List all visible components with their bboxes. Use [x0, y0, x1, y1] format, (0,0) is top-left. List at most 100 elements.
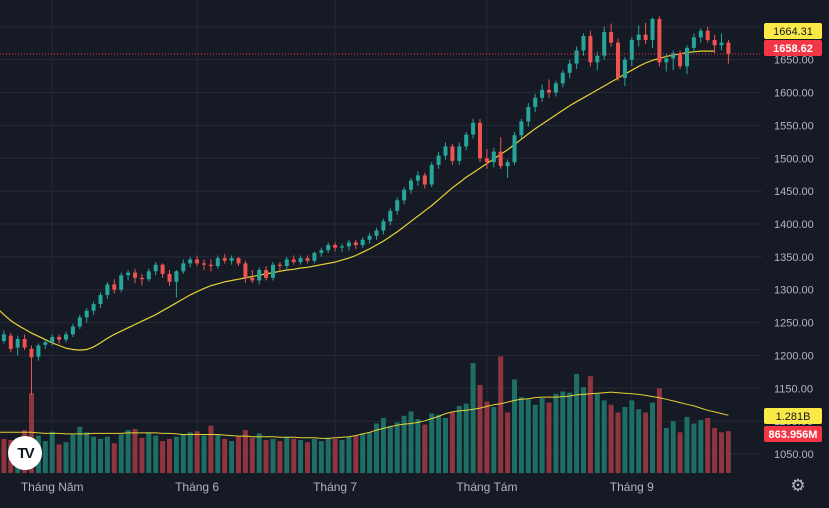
candle	[415, 171, 420, 186]
candle-body	[650, 18, 655, 40]
candle	[622, 57, 627, 86]
candle	[464, 131, 469, 151]
time-tick-label: Tháng Tám	[456, 480, 517, 494]
gear-icon[interactable]: ⚙	[790, 476, 806, 495]
volume-bar	[719, 432, 724, 473]
volume-bar	[567, 392, 573, 473]
volume-bar	[615, 412, 621, 473]
volume-bar	[677, 432, 683, 473]
time-tick-label: Tháng 9	[610, 480, 654, 494]
volume-last-label-text: 863.956M	[769, 429, 818, 441]
candle-body	[236, 258, 241, 264]
candle-body	[629, 39, 634, 60]
candle	[43, 339, 48, 349]
volume-bar	[229, 441, 235, 473]
candle	[298, 255, 303, 265]
volume-sma-label-text: 1.281B	[776, 411, 811, 423]
candle	[595, 51, 600, 71]
time-axis[interactable]: Tháng Năm Tháng 6 Tháng 7 Tháng Tám Tháng 9	[21, 480, 654, 494]
candle	[181, 259, 186, 274]
volume-bar	[546, 402, 552, 473]
candle	[29, 345, 34, 395]
candle-body	[712, 39, 717, 46]
volume-bar	[587, 376, 593, 473]
volume-bar	[505, 412, 511, 473]
candle	[471, 118, 476, 139]
volume-bar	[194, 431, 200, 473]
candle	[491, 147, 496, 168]
volume-sma-line	[0, 391, 729, 439]
candle-body	[457, 146, 462, 161]
candle	[588, 30, 593, 67]
candle	[367, 233, 372, 244]
candle-body	[188, 259, 193, 264]
candle-body	[50, 337, 55, 343]
volume-bar	[408, 411, 414, 473]
candle-body	[264, 269, 269, 278]
candle	[70, 323, 75, 337]
candle	[547, 79, 551, 98]
candle	[105, 281, 110, 299]
candle	[208, 259, 213, 272]
candle	[526, 103, 531, 127]
candle	[360, 237, 365, 248]
candle-body	[560, 72, 565, 84]
candle-body	[257, 269, 262, 281]
sma-price-label-text: 1664.31	[773, 26, 813, 38]
volume-bar	[180, 434, 186, 473]
volume-bar	[415, 419, 421, 473]
volume-bar	[56, 444, 62, 473]
volume-bar	[705, 418, 711, 473]
volume-bar	[215, 434, 221, 473]
candle	[98, 292, 103, 309]
candle-body	[415, 175, 420, 181]
candle	[346, 239, 351, 251]
candle-body	[153, 264, 158, 272]
candle-body	[450, 146, 455, 161]
candle	[284, 256, 289, 269]
volume-bar	[263, 440, 269, 473]
volume-bar	[325, 437, 331, 473]
volume-bar	[139, 437, 145, 473]
candle	[381, 218, 386, 235]
candle-body	[498, 151, 503, 167]
volume-bar	[532, 404, 538, 473]
candle	[650, 17, 655, 48]
candle	[609, 23, 614, 47]
logo-text: TV	[17, 444, 34, 462]
candle	[388, 208, 393, 226]
price-axis[interactable]: 1050.001100.001150.001200.001250.001300.…	[774, 22, 814, 461]
volume-bar	[1, 438, 7, 473]
candle-body	[726, 42, 731, 54]
candle	[533, 93, 538, 113]
candle	[257, 267, 262, 285]
candle-body	[464, 134, 469, 147]
candle	[560, 70, 565, 88]
candle	[250, 269, 255, 284]
volume-bar	[236, 436, 241, 473]
candle-body	[319, 250, 324, 253]
volume-bar	[449, 412, 455, 473]
volume-bar	[346, 436, 352, 473]
volume-bar	[173, 436, 179, 473]
volume-bar	[104, 436, 110, 473]
price-tick-label: 1150.00	[774, 383, 813, 395]
candle-body	[567, 63, 572, 73]
candle-body	[105, 284, 110, 295]
tradingview-logo-icon[interactable]: TV	[8, 436, 42, 470]
candle-body	[64, 334, 68, 340]
candle	[719, 33, 724, 51]
candle	[519, 118, 524, 139]
volume-bar	[560, 391, 566, 473]
candle	[243, 260, 248, 284]
candle	[553, 80, 558, 97]
candle-body	[643, 34, 648, 40]
volume-bar	[512, 379, 517, 473]
candle-body	[664, 58, 669, 63]
candle-body	[636, 34, 641, 40]
candle-body	[443, 146, 448, 156]
candle-body	[574, 50, 579, 64]
volume-bar	[691, 423, 697, 473]
candle-body	[367, 235, 372, 240]
